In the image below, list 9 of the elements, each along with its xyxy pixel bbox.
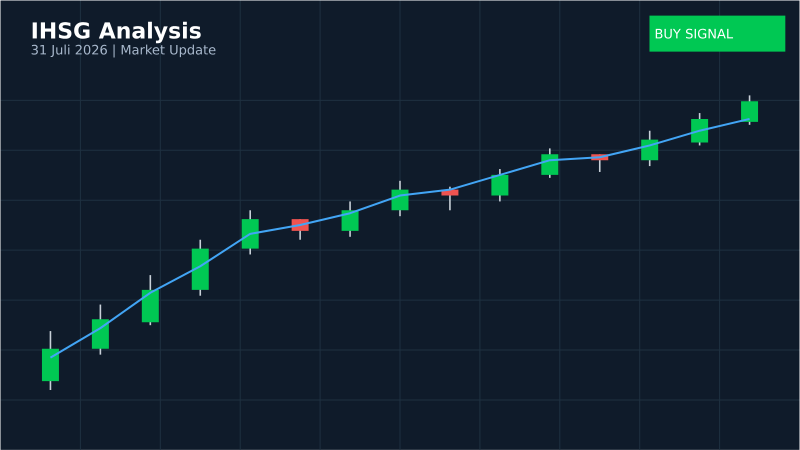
candlestick [342,200,359,238]
text: BUY SIGNAL [656,28,734,38]
candlestick [491,168,508,202]
candlestick [392,180,408,217]
chart-title: IHSG Analysis [32,22,201,43]
candlestick [541,147,558,178]
chart-subtitle: 31 Juli 2026 | Market Update [32,44,216,58]
candlestick [691,112,708,146]
candlestick [741,94,758,126]
